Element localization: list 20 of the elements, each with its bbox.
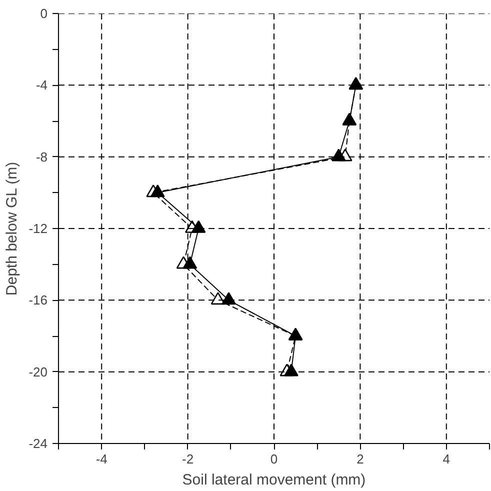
point [182,256,198,269]
y-tick-label: -12 [28,221,48,236]
x-tick-label: -2 [182,452,194,466]
y-tick-label: -8 [36,149,48,164]
y-tick-label: 0 [40,6,48,21]
y-tick-label: -24 [28,436,48,451]
point [222,292,236,305]
point [191,220,206,233]
y-tick-label: -16 [28,292,48,308]
x-tick-label: 2 [356,452,364,466]
x-tick-label: -4 [96,452,108,466]
y-tick-label: -4 [36,78,48,93]
point [332,148,346,162]
point [284,364,298,376]
y-tick-label: -20 [28,364,48,380]
x-axis-title: Soil lateral movement (mm) [182,472,366,488]
x-tick-label: 4 [442,452,450,466]
x-tick-label: 0 [270,452,278,466]
point [150,184,165,198]
y-axis-title: Depth below GL (m) [4,162,21,296]
